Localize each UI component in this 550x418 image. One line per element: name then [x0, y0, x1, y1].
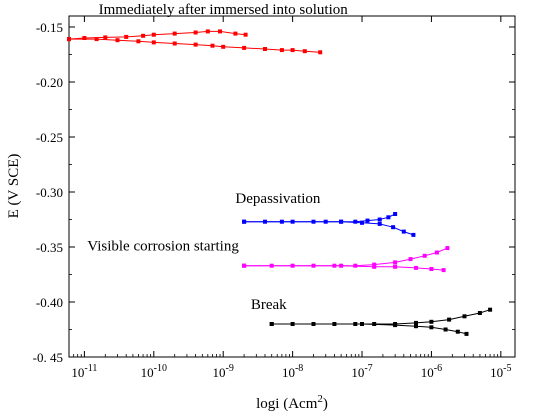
x-tick-label: 10-6: [421, 363, 442, 380]
x-axis-title: logi (Acm2): [256, 393, 328, 412]
data-point-depassivation: [242, 219, 247, 224]
data-point-depassivation: [365, 218, 370, 223]
data-point-break: [429, 325, 434, 330]
data-point-depassivation: [386, 215, 391, 220]
y-tick-label: -0.20: [36, 75, 63, 90]
x-axis: 10-11 10-10 10-9 10-8 10-7 10-6 10-5: [68, 16, 512, 380]
data-point-immediately-after-immersed-into-solution: [243, 32, 248, 37]
data-point-visible-corrosion-starting: [422, 253, 427, 258]
series-line-break: [271, 309, 491, 325]
data-point-depassivation: [401, 229, 406, 234]
y-tick-label: -0.30: [36, 185, 63, 200]
data-point-depassivation: [353, 219, 358, 224]
data-point-visible-corrosion-starting: [429, 267, 434, 271]
data-point-visible-corrosion-starting: [372, 264, 377, 269]
data-point-break: [488, 307, 493, 312]
data-point-break: [414, 320, 418, 325]
data-point-immediately-after-immersed-into-solution: [94, 37, 99, 42]
data-point-break: [462, 314, 467, 319]
data-point-immediately-after-immersed-into-solution: [290, 48, 295, 53]
data-point-immediately-after-immersed-into-solution: [193, 30, 198, 35]
data-point-visible-corrosion-starting: [242, 263, 247, 268]
x-tick-label: 10-9: [213, 363, 234, 380]
data-point-immediately-after-immersed-into-solution: [221, 44, 226, 49]
data-point-immediately-after-immersed-into-solution: [67, 37, 71, 42]
plot-marks: [67, 29, 493, 336]
y-tick-label: -0.25: [36, 130, 63, 145]
data-point-immediately-after-immersed-into-solution: [124, 34, 129, 39]
series-line-break: [271, 323, 467, 335]
data-point-immediately-after-immersed-into-solution: [82, 36, 87, 40]
data-point-immediately-after-immersed-into-solution: [115, 38, 120, 43]
y-tick-label: -0.15: [36, 20, 63, 35]
data-point-depassivation: [391, 225, 396, 230]
series-line-immediately-after-immersed-into-solution: [68, 30, 246, 40]
data-point-depassivation: [360, 220, 364, 225]
data-point-immediately-after-immersed-into-solution: [151, 40, 156, 45]
series-line-visible-corrosion-starting: [244, 265, 444, 271]
data-point-immediately-after-immersed-into-solution: [242, 45, 247, 50]
data-point-immediately-after-immersed-into-solution: [193, 42, 198, 47]
data-point-immediately-after-immersed-into-solution: [279, 48, 284, 53]
data-point-immediately-after-immersed-into-solution: [233, 31, 238, 36]
data-point-immediately-after-immersed-into-solution: [136, 39, 141, 44]
y-tick-label: -0.40: [36, 295, 63, 310]
series-line-visible-corrosion-starting: [244, 247, 448, 267]
data-point-immediately-after-immersed-into-solution: [103, 35, 108, 40]
x-tick-label: 10-10: [141, 363, 167, 380]
data-point-break: [443, 327, 448, 332]
y-tick-label: -0.35: [36, 240, 63, 255]
data-point-visible-corrosion-starting: [441, 268, 446, 273]
data-point-visible-corrosion-starting: [445, 246, 450, 251]
data-point-immediately-after-immersed-into-solution: [172, 41, 177, 46]
data-point-visible-corrosion-starting: [393, 264, 398, 269]
x-tick-label: 10-5: [490, 363, 511, 380]
data-point-visible-corrosion-starting: [393, 260, 398, 265]
data-point-depassivation: [377, 217, 382, 222]
data-point-break: [429, 319, 434, 324]
data-point-immediately-after-immersed-into-solution: [141, 33, 146, 38]
annotation-visible-corrosion-starting: Visible corrosion starting: [87, 239, 239, 255]
data-point-visible-corrosion-starting: [339, 263, 344, 268]
data-point-break: [414, 324, 418, 329]
data-point-depassivation: [377, 221, 382, 226]
data-point-immediately-after-immersed-into-solution: [263, 47, 267, 51]
data-point-break: [360, 322, 364, 326]
data-point-immediately-after-immersed-into-solution: [205, 29, 210, 34]
data-point-break: [393, 323, 398, 328]
data-point-break: [269, 322, 274, 326]
x-tick-label: 10-7: [351, 363, 372, 380]
data-point-depassivation: [393, 212, 398, 216]
data-point-visible-corrosion-starting: [372, 262, 377, 267]
data-point-immediately-after-immersed-into-solution: [151, 32, 156, 37]
series-line-depassivation: [244, 221, 414, 236]
data-point-break: [464, 331, 469, 336]
annotation-immediately-after-immersed-into-solution: Immediately after immersed into solution: [99, 2, 349, 18]
data-point-break: [455, 329, 460, 334]
data-point-break: [447, 317, 452, 322]
annotation-depassivation: Depassivation: [235, 191, 320, 207]
y-axis: -0.15 -0.20 -0.25 -0.30 -0.35 -0.40 -0. 45: [33, 20, 515, 365]
x-tick-label: 10-11: [71, 363, 97, 380]
x-tick-label: 10-8: [282, 363, 303, 380]
data-point-immediately-after-immersed-into-solution: [302, 49, 307, 54]
y-axis-title: E (V SCE): [6, 154, 22, 219]
data-point-visible-corrosion-starting: [414, 265, 418, 270]
data-point-immediately-after-immersed-into-solution: [318, 50, 323, 55]
data-point-immediately-after-immersed-into-solution: [210, 43, 215, 48]
y-tick-label: -0. 45: [33, 350, 63, 365]
data-point-immediately-after-immersed-into-solution: [218, 29, 222, 34]
data-point-visible-corrosion-starting: [434, 250, 439, 255]
data-point-depassivation: [339, 219, 344, 224]
series-annotations: Immediately after immersed into solution…: [87, 2, 348, 313]
data-point-immediately-after-immersed-into-solution: [172, 31, 177, 36]
annotation-break: Break: [251, 297, 287, 313]
plot-frame: [68, 15, 516, 358]
data-point-break: [477, 311, 482, 315]
data-point-depassivation: [411, 232, 416, 237]
data-point-visible-corrosion-starting: [408, 257, 413, 262]
